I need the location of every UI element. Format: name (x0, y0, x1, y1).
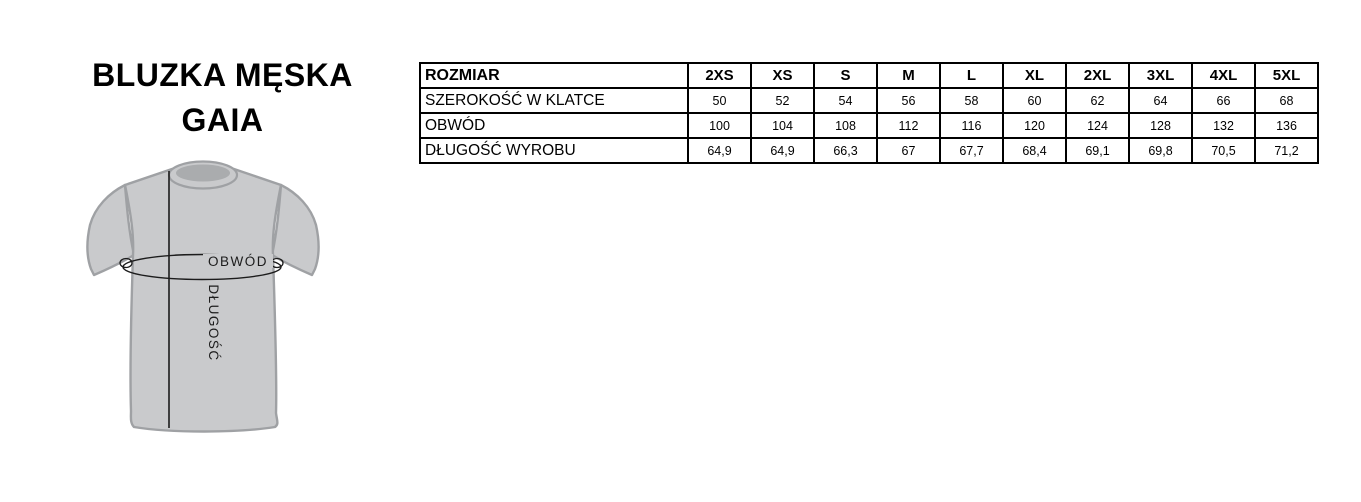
girth-label: OBWÓD (208, 254, 268, 269)
tshirt-diagram: OBWÓD DŁUGOŚĆ (86, 160, 320, 433)
value-cell: 70,5 (1191, 137, 1256, 164)
value-cell: 112 (876, 112, 941, 139)
value-cell: 50 (687, 87, 752, 114)
value-cell: 67,7 (939, 137, 1004, 164)
value-cell: 69,8 (1128, 137, 1193, 164)
value-cell: 108 (813, 112, 878, 139)
column-header-3xl: 3XL (1128, 62, 1193, 89)
value-cell: 67 (876, 137, 941, 164)
row-label-chest-width: SZEROKOŚĆ W KLATCE (419, 87, 689, 114)
row-label-girth: OBWÓD (419, 112, 689, 139)
value-cell: 100 (687, 112, 752, 139)
tshirt-collar-inner (176, 164, 230, 182)
column-header-l: L (939, 62, 1004, 89)
value-cell: 104 (750, 112, 815, 139)
value-cell: 69,1 (1065, 137, 1130, 164)
page-title: BLUZKA MĘSKA GAIA (55, 53, 390, 143)
value-cell: 60 (1002, 87, 1067, 114)
column-header-4xl: 4XL (1191, 62, 1256, 89)
column-header-2xl: 2XL (1065, 62, 1130, 89)
product-name-line1: BLUZKA MĘSKA (92, 57, 353, 93)
row-label-product-length: DŁUGOŚĆ WYROBU (419, 137, 689, 164)
value-cell: 128 (1128, 112, 1193, 139)
value-cell: 52 (750, 87, 815, 114)
column-header-xl: XL (1002, 62, 1067, 89)
value-cell: 64 (1128, 87, 1193, 114)
column-header-2xs: 2XS (687, 62, 752, 89)
value-cell: 62 (1065, 87, 1130, 114)
tshirt-left-sleeve (86, 183, 136, 277)
girth-label-backing (203, 254, 273, 268)
column-header-5xl: 5XL (1254, 62, 1319, 89)
value-cell: 116 (939, 112, 1004, 139)
value-cell: 54 (813, 87, 878, 114)
table-row-product-length: DŁUGOŚĆ WYROBU 64,9 64,9 66,3 67 67,7 68… (419, 137, 1319, 164)
value-cell: 66 (1191, 87, 1256, 114)
product-name-line2: GAIA (181, 102, 264, 138)
value-cell: 58 (939, 87, 1004, 114)
column-header-rozmiar: ROZMIAR (419, 62, 689, 89)
value-cell: 132 (1191, 112, 1256, 139)
column-header-s: S (813, 62, 878, 89)
value-cell: 68,4 (1002, 137, 1067, 164)
tshirt-body (123, 167, 283, 433)
table-header-row: ROZMIAR 2XS XS S M L XL 2XL 3XL 4XL 5XL (419, 62, 1319, 89)
table-row-girth: OBWÓD 100 104 108 112 116 120 124 128 13… (419, 112, 1319, 139)
length-label: DŁUGOŚĆ (206, 284, 221, 361)
value-cell: 56 (876, 87, 941, 114)
value-cell: 136 (1254, 112, 1319, 139)
value-cell: 66,3 (813, 137, 878, 164)
value-cell: 68 (1254, 87, 1319, 114)
value-cell: 64,9 (750, 137, 815, 164)
value-cell: 124 (1065, 112, 1130, 139)
size-table: ROZMIAR 2XS XS S M L XL 2XL 3XL 4XL 5XL … (419, 62, 1319, 164)
column-header-xs: XS (750, 62, 815, 89)
table-row-chest-width: SZEROKOŚĆ W KLATCE 50 52 54 56 58 60 62 … (419, 87, 1319, 114)
girth-tape-loop-left (119, 257, 133, 269)
value-cell: 71,2 (1254, 137, 1319, 164)
value-cell: 120 (1002, 112, 1067, 139)
tshirt-right-sleeve (270, 183, 320, 277)
value-cell: 64,9 (687, 137, 752, 164)
column-header-m: M (876, 62, 941, 89)
